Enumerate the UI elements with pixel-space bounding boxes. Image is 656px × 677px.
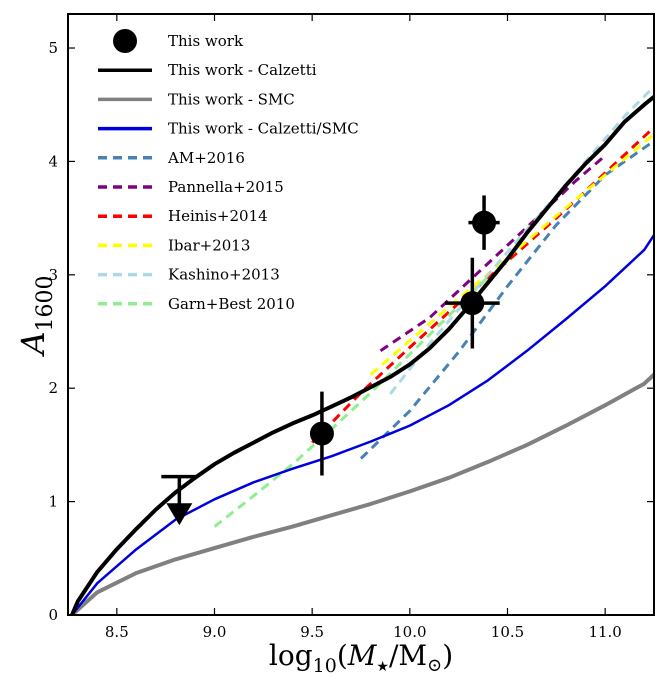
- x-label-sub: 10: [313, 655, 337, 677]
- data-point-1: [460, 291, 485, 316]
- series-line-7: [389, 85, 654, 395]
- legend-marker-0: [113, 29, 137, 53]
- y-axis-label: A1600: [14, 275, 58, 357]
- x-label-sun: ⊙: [427, 655, 442, 676]
- curves-layer: [69, 85, 654, 615]
- x-label-log: log: [269, 639, 313, 672]
- data-point-2: [472, 210, 497, 235]
- series-line-5: [311, 126, 654, 444]
- legend-label-5: Pannella+2015: [168, 178, 284, 196]
- series-line-6: [369, 133, 654, 376]
- series-line-4: [379, 154, 607, 353]
- series-line-0: [69, 94, 654, 615]
- x-tick-label-2: 9.5: [300, 623, 324, 641]
- y-label-a: A: [14, 331, 52, 357]
- x-label-close: ): [442, 639, 453, 672]
- legend-label-9: Garn+Best 2010: [168, 295, 295, 313]
- legend-label-2: This work - SMC: [168, 90, 295, 108]
- legend-label-4: AM+2016: [167, 149, 245, 167]
- legend-label-6: Heinis+2014: [168, 207, 268, 225]
- series-line-3: [359, 139, 654, 460]
- y-tick-label-3: 3: [48, 266, 58, 284]
- markers-layer: [161, 195, 500, 526]
- y-label-sub: 1600: [33, 275, 58, 331]
- y-tick-label-2: 2: [48, 379, 58, 397]
- legend-label-3: This work - Calzetti/SMC: [168, 120, 359, 138]
- x-label-msun: /M: [389, 639, 427, 672]
- x-label-m: M: [347, 639, 378, 672]
- data-point-0: [309, 421, 334, 446]
- x-axis-label: log10(M★/M⊙): [269, 639, 453, 677]
- y-tick-label-1: 1: [48, 493, 58, 511]
- y-tick-label-4: 4: [48, 152, 58, 170]
- series-line-8: [213, 276, 490, 528]
- series-line-1: [69, 372, 654, 615]
- x-tick-label-3: 10.0: [393, 623, 426, 641]
- x-tick-label-0: 8.5: [105, 623, 129, 641]
- x-label-open: (: [337, 639, 348, 672]
- legend: This work This work - Calzetti This work -…: [98, 29, 359, 313]
- x-tick-label-4: 10.5: [491, 623, 524, 641]
- y-tick-label-0: 0: [48, 606, 58, 624]
- legend-label-0: This work: [168, 32, 244, 50]
- legend-label-8: Kashino+2013: [168, 266, 280, 284]
- legend-label-7: Ibar+2013: [168, 236, 250, 254]
- ticks-layer: 8.5 9.0 9.5 10.0 10.5 11.0 0 1 2 3 4 5: [48, 14, 654, 641]
- x-tick-label-5: 11.0: [588, 623, 621, 641]
- legend-label-1: This work - Calzetti: [168, 61, 317, 79]
- x-tick-label-1: 9.0: [203, 623, 227, 641]
- y-tick-label-5: 5: [48, 39, 58, 57]
- series-line-2: [70, 233, 654, 615]
- plot-frame: [67, 13, 655, 616]
- x-label-star: ★: [376, 659, 389, 675]
- upper-limit-arrow: [166, 503, 193, 526]
